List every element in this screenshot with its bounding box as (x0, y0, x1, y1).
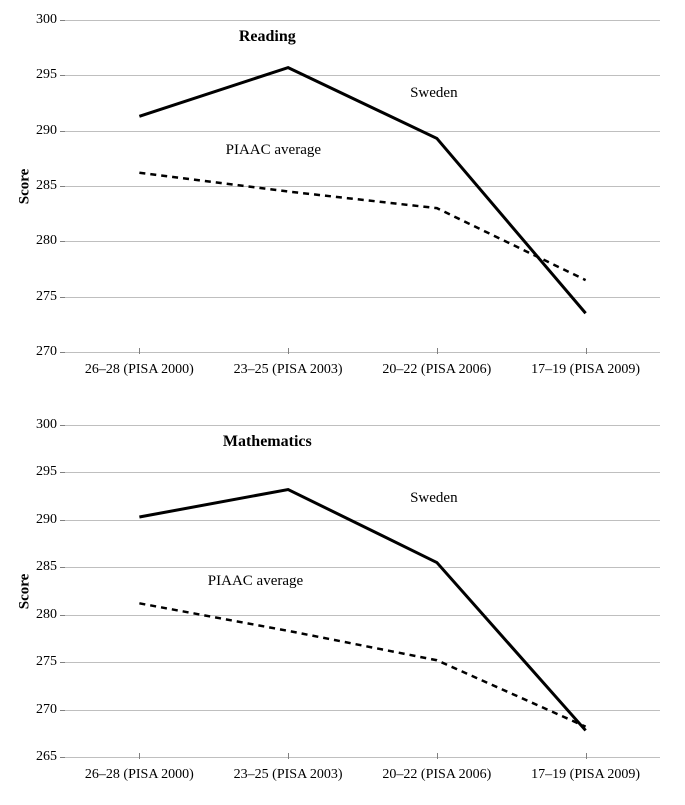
y-tick-label: 285 (36, 178, 57, 194)
series-line-sweden (139, 490, 585, 731)
y-tick-label: 295 (36, 464, 57, 480)
panel-title-reading: Reading (239, 28, 296, 46)
y-tick-label: 270 (36, 344, 57, 360)
panel-reading: 270 275 280 285 290 295 300 26–28 (PISA 2000) 23… (0, 0, 685, 400)
y-tick-label: 275 (36, 289, 57, 305)
x-tick-label: 23–25 (PISA 2003) (234, 767, 343, 783)
x-tick-label: 17–19 (PISA 2009) (531, 362, 640, 378)
plot-area-reading: 27027528028529029530026–28 (PISA 2000)23… (65, 20, 660, 352)
series-label-piaac-average: PIAAC average (226, 142, 321, 159)
y-tick-label: 265 (36, 749, 57, 765)
series-label-sweden: Sweden (410, 490, 458, 507)
x-tick-label: 26–28 (PISA 2000) (85, 767, 194, 783)
x-tick-label: 17–19 (PISA 2009) (531, 767, 640, 783)
panel-title-mathematics: Mathematics (223, 433, 312, 451)
plot-area-mathematics: 26527027528028529029530026–28 (PISA 2000… (65, 425, 660, 757)
y-tick-label: 300 (36, 12, 57, 28)
y-tick-label: 280 (36, 607, 57, 623)
x-tick-label: 23–25 (PISA 2003) (234, 362, 343, 378)
x-tick-label: 20–22 (PISA 2006) (382, 767, 491, 783)
y-tick-label: 295 (36, 67, 57, 83)
y-tick-label: 285 (36, 559, 57, 575)
series-line-piaac-average (139, 173, 585, 280)
figure-root: 270 275 280 285 290 295 300 26–28 (PISA 2000) 23… (0, 0, 685, 805)
lines-svg (65, 20, 660, 352)
x-tick-label: 26–28 (PISA 2000) (85, 362, 194, 378)
series-label-piaac-average: PIAAC average (208, 573, 303, 590)
y-axis-title: Score (16, 169, 33, 205)
y-tick-label: 280 (36, 233, 57, 249)
y-tick-label: 275 (36, 654, 57, 670)
y-tick-label: 300 (36, 417, 57, 433)
y-tick-label: 290 (36, 123, 57, 139)
grid-line (65, 757, 660, 758)
series-line-sweden (139, 68, 585, 314)
lines-svg (65, 425, 660, 757)
y-tick-label: 270 (36, 702, 57, 718)
grid-line (65, 352, 660, 353)
x-tick-label: 20–22 (PISA 2006) (382, 362, 491, 378)
y-tick (60, 757, 65, 758)
series-line-piaac-average (139, 603, 585, 726)
y-tick-label: 290 (36, 512, 57, 528)
y-axis-title: Score (16, 574, 33, 610)
y-tick (60, 352, 65, 353)
panel-mathematics: 265 270 275 280 285 290 295 300 26–28 (PISA 2000… (0, 405, 685, 805)
series-label-sweden: Sweden (410, 85, 458, 102)
